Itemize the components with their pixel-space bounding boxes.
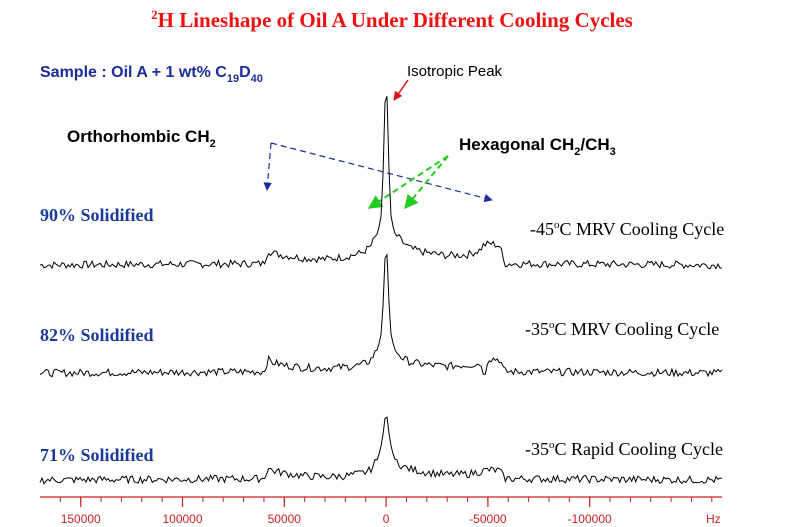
orthorhombic-label: Orthorhombic CH2 — [67, 127, 216, 150]
sample-sub1: 19 — [227, 73, 239, 85]
cycle-label-71: -35oC Rapid Cooling Cycle — [525, 439, 723, 459]
spectrum-trace-71 — [39, 416, 723, 485]
sample-label: Sample : Oil A + 1 wt% C19D40 — [40, 64, 263, 85]
x-tick-label: 0 — [383, 512, 390, 526]
orthorhombic-sub: 2 — [210, 138, 216, 150]
cycle-label-82: -35oC MRV Cooling Cycle — [525, 319, 719, 339]
hexagonal-text-b: /CH — [580, 135, 609, 154]
hexagonal-sub1: 2 — [574, 146, 580, 158]
series-label-90: 90% Solidified — [40, 205, 154, 225]
sample-prefix: Sample : Oil A + 1 wt% C — [40, 64, 227, 81]
cycle-rest-71: C Rapid Cooling Cycle — [555, 439, 724, 459]
x-tick-label: 150000 — [61, 512, 101, 526]
chart-title-text: H Lineshape of Oil A Under Different Coo… — [158, 8, 633, 32]
spectrum-trace-90 — [39, 96, 723, 270]
cycle-temp-90: -45 — [530, 219, 554, 239]
cycle-temp-71: -35 — [525, 439, 549, 459]
x-tick-label: 100000 — [162, 512, 202, 526]
x-tick-label: 50000 — [268, 512, 302, 526]
hexagonal-sub2: 3 — [610, 146, 616, 158]
orthorhombic-connector-arrow — [270, 142, 493, 203]
series-label-71: 71% Solidified — [40, 445, 154, 465]
series-label-82: 82% Solidified — [40, 325, 154, 345]
sample-sub2: 40 — [251, 73, 263, 85]
cycle-label-90: -45oC MRV Cooling Cycle — [530, 219, 724, 239]
x-tick-label: -100000 — [568, 512, 612, 526]
orthorhombic-down-arrow — [263, 142, 272, 191]
spectrum-trace-82 — [39, 253, 723, 378]
hexagonal-text-a: Hexagonal CH — [459, 135, 574, 154]
chart-title: 2H Lineshape of Oil A Under Different Co… — [151, 7, 633, 32]
isotropic-arrow — [393, 79, 409, 101]
x-axis-unit: Hz — [706, 512, 721, 526]
sample-mid: D — [239, 64, 251, 81]
hexagonal-label: Hexagonal CH2/CH3 — [459, 135, 616, 158]
isotropic-peak-label: Isotropic Peak — [407, 63, 503, 80]
cycle-rest-82: C MRV Cooling Cycle — [555, 319, 720, 339]
cycle-temp-82: -35 — [525, 319, 549, 339]
x-tick-label: -50000 — [469, 512, 507, 526]
orthorhombic-text: Orthorhombic CH — [67, 127, 210, 146]
hexagonal-arrow-right — [404, 155, 449, 210]
hexagonal-arrow-left — [367, 155, 449, 209]
chart-title-sup: 2 — [151, 7, 158, 22]
x-axis: 150000 100000 50000 0 -50000 -100000 Hz — [40, 496, 722, 526]
cycle-rest-90: C MRV Cooling Cycle — [560, 219, 725, 239]
